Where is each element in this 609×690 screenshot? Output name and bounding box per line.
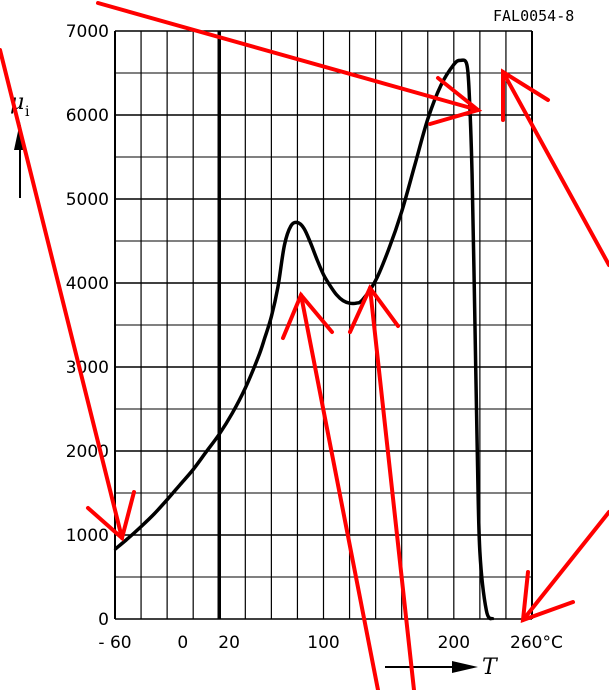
x-tick-label: 20	[218, 633, 240, 653]
curve-point	[113, 548, 117, 551]
curve-point	[335, 293, 338, 296]
red-arrow-to-valley	[368, 286, 416, 690]
curve-layer	[113, 58, 495, 621]
y-tick-label: 4000	[66, 274, 109, 294]
x-tick-labels: - 60 0 20 100 200 260°C	[98, 633, 562, 653]
red-arrow-to-curve-start	[0, 48, 124, 540]
x-tick-label: 100	[307, 633, 339, 653]
curve-point	[218, 433, 221, 436]
curve-point	[426, 118, 429, 121]
figure-code: FAL0054-8	[493, 7, 574, 25]
curve-point	[470, 172, 474, 175]
curve-point	[439, 84, 442, 87]
curve-point	[126, 537, 130, 540]
y-tick-label: 7000	[66, 22, 109, 42]
curve-point	[289, 224, 293, 228]
curve-point	[244, 386, 247, 390]
red-arrowhead-curve-end	[520, 570, 575, 623]
curve-point	[468, 97, 471, 100]
x-tick-label: 200	[438, 633, 470, 653]
curve-point	[413, 164, 416, 167]
curve-point	[152, 512, 156, 516]
curve-point	[328, 284, 332, 287]
curve-point	[491, 617, 495, 621]
curve-point	[387, 248, 390, 251]
red-arrow-to-curve-end	[521, 510, 609, 622]
curve-point	[452, 63, 456, 66]
curve-point	[354, 301, 358, 305]
red-arrowhead-curve-start	[86, 490, 136, 542]
curve-point	[348, 301, 351, 305]
y-tick-label: 5000	[66, 190, 109, 210]
y-axis-subscript: i	[25, 104, 30, 120]
curve-point	[257, 355, 260, 359]
x-tick-label: - 60	[98, 633, 131, 653]
curve-point	[283, 244, 286, 247]
y-tick-label: 1000	[66, 526, 109, 546]
curve-point	[473, 307, 476, 310]
curve-point	[465, 63, 469, 66]
curve-point	[165, 498, 169, 501]
red-arrow-to-main-peak	[501, 70, 609, 267]
curve-point	[315, 258, 319, 261]
plot-grid	[114, 30, 533, 620]
curve-point	[459, 59, 462, 62]
curve-point	[263, 336, 267, 339]
curve-point	[374, 279, 377, 282]
curve-point	[276, 286, 280, 289]
curve-point	[231, 412, 234, 415]
x-axis-label: T	[482, 655, 499, 680]
curve-point	[270, 315, 273, 318]
curve-point	[341, 299, 345, 302]
curve-point	[205, 450, 208, 454]
red-arrowhead-valley	[348, 284, 400, 334]
y-tick-label: 6000	[66, 106, 109, 126]
curve-point	[139, 525, 143, 528]
curve-point	[296, 221, 299, 224]
y-tick-label: 0	[98, 610, 109, 630]
curve-point	[302, 227, 306, 230]
red-arrow-to-peak-shoulder	[96, 1, 480, 112]
curve-point	[400, 210, 403, 213]
x-tick-label: 260°C	[510, 633, 563, 653]
red-arrowhead-first-shoulder	[281, 291, 334, 340]
curve-point	[322, 273, 325, 276]
curve-point	[178, 483, 182, 486]
red-arrow-to-first-shoulder	[299, 293, 380, 690]
red-arrowhead-main-peak	[501, 68, 550, 122]
curve-point	[191, 468, 195, 471]
curve-point	[478, 550, 482, 553]
curve-point	[309, 241, 312, 244]
curve-point	[476, 449, 479, 453]
x-axis-arrow-head	[452, 661, 478, 673]
y-tick-label: 3000	[66, 358, 109, 378]
curve-point	[485, 609, 488, 612]
red-arrowhead-peak-shoulder	[428, 76, 483, 126]
x-tick-label: 0	[177, 633, 188, 653]
